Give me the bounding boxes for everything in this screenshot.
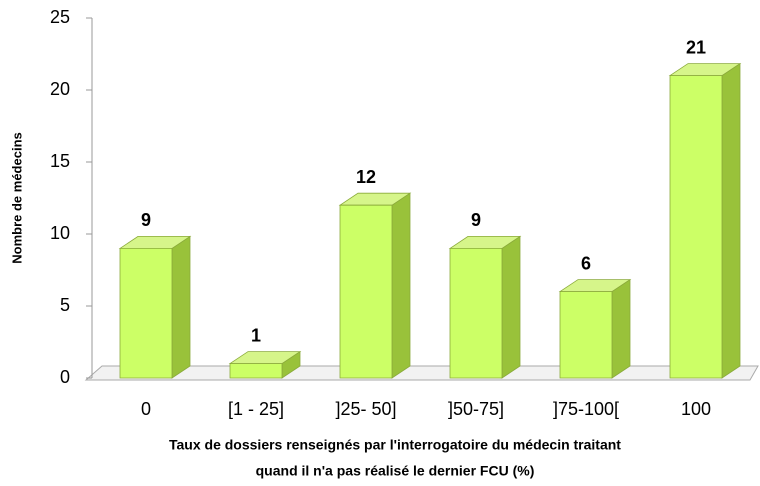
value-label: 1	[251, 325, 261, 345]
bar-front	[339, 204, 393, 379]
bar-front	[229, 363, 283, 379]
bar	[338, 192, 412, 379]
bar-front	[559, 291, 613, 379]
x-axis-title: Taux de dossiers renseignés par l'interr…	[169, 437, 621, 453]
bar	[448, 235, 522, 379]
x-tick-label: ]25- 50]	[335, 399, 396, 419]
value-label: 21	[686, 37, 706, 57]
x-tick-label: ]50-75]	[448, 399, 504, 419]
bar-side	[391, 192, 411, 379]
y-tick-label: 5	[60, 295, 70, 315]
bar	[668, 62, 742, 379]
bar-front	[119, 247, 173, 379]
x-tick-label: [1 - 25]	[228, 399, 284, 419]
y-tick-label: 10	[50, 223, 70, 243]
bar-side	[501, 235, 521, 379]
value-label: 9	[471, 210, 481, 230]
bar-side	[721, 62, 741, 379]
bar-front	[449, 247, 503, 379]
bar	[228, 350, 302, 379]
y-tick-label: 20	[50, 79, 70, 99]
value-label: 6	[581, 253, 591, 273]
value-label: 9	[141, 210, 151, 230]
y-tick-label: 0	[60, 367, 70, 387]
bar	[118, 235, 192, 379]
bar-front	[669, 75, 723, 379]
bar	[558, 278, 632, 379]
y-axis-title: Nombre de médecins	[9, 132, 24, 264]
x-tick-label: 0	[141, 399, 151, 419]
bar-side	[611, 278, 631, 379]
y-tick-label: 15	[50, 151, 70, 171]
bar-side	[171, 235, 191, 379]
x-tick-label: ]75-100[	[553, 399, 619, 419]
x-axis-title: quand il n'a pas réalisé le dernier FCU …	[256, 463, 535, 479]
y-tick-label: 25	[50, 7, 70, 27]
value-label: 12	[356, 167, 376, 187]
x-tick-label: 100	[681, 399, 711, 419]
